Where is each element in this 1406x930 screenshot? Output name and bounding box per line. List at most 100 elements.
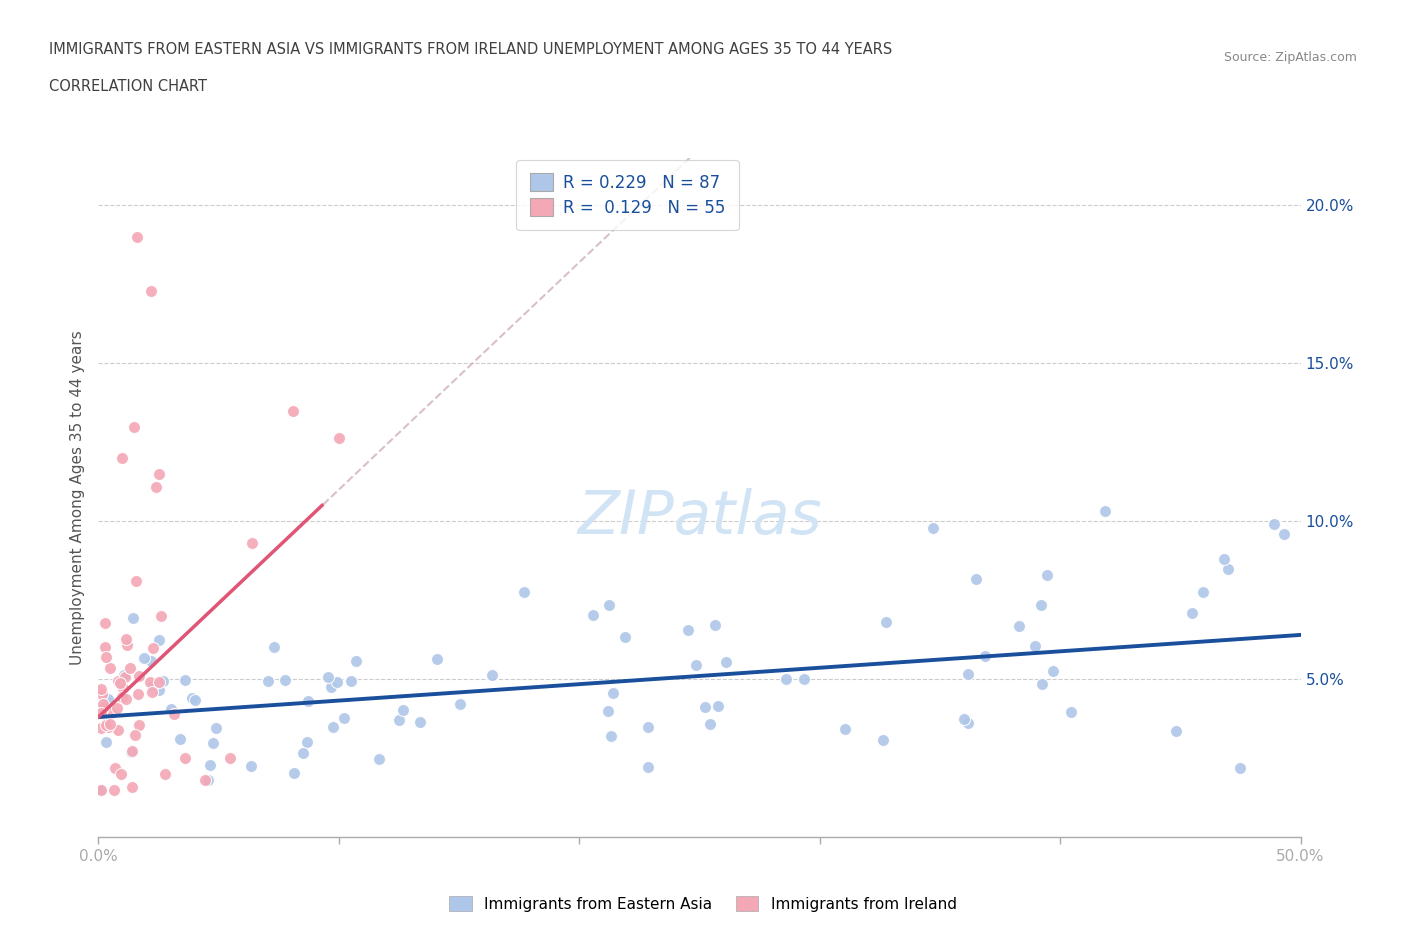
Point	[150, 609, 173, 624]
Point	[181, 690, 204, 705]
Legend: R = 0.229   N = 87, R =  0.129   N = 55: R = 0.229 N = 87, R = 0.129 N = 55	[516, 160, 738, 231]
Point	[98, 716, 121, 731]
Point	[98, 660, 121, 675]
Point	[125, 574, 148, 589]
Point	[145, 480, 167, 495]
Point	[676, 622, 699, 637]
Point	[513, 584, 536, 599]
Point	[344, 654, 367, 669]
Point	[613, 630, 636, 644]
Point	[112, 681, 135, 696]
Point	[973, 649, 995, 664]
Point	[134, 650, 156, 665]
Text: CORRELATION CHART: CORRELATION CHART	[49, 79, 207, 94]
Point	[793, 671, 815, 686]
Point	[96, 649, 118, 664]
Point	[1008, 618, 1031, 633]
Point	[388, 712, 411, 727]
Point	[1213, 551, 1236, 566]
Point	[201, 736, 224, 751]
Point	[96, 735, 118, 750]
Point	[114, 692, 136, 707]
Point	[139, 654, 162, 669]
Point	[392, 702, 415, 717]
Point	[91, 700, 114, 715]
Point	[339, 673, 361, 688]
Point	[426, 651, 449, 666]
Point	[128, 669, 150, 684]
Point	[875, 615, 897, 630]
Point	[100, 706, 122, 721]
Point	[602, 685, 624, 700]
Point	[1031, 677, 1053, 692]
Point	[90, 782, 112, 797]
Point	[197, 772, 219, 787]
Point	[292, 745, 315, 760]
Point	[328, 431, 350, 445]
Point	[110, 766, 132, 781]
Point	[600, 728, 623, 743]
Point	[205, 721, 228, 736]
Point	[104, 760, 127, 775]
Point	[1036, 567, 1059, 582]
Point	[409, 714, 432, 729]
Y-axis label: Unemployment Among Ages 35 to 44 years: Unemployment Among Ages 35 to 44 years	[69, 330, 84, 665]
Point	[105, 700, 128, 715]
Point	[333, 711, 356, 725]
Point	[93, 616, 115, 631]
Point	[637, 719, 659, 734]
Point	[319, 680, 342, 695]
Point	[834, 722, 856, 737]
Point	[93, 639, 115, 654]
Point	[127, 686, 149, 701]
Point	[219, 751, 242, 765]
Point	[257, 673, 280, 688]
Point	[148, 674, 170, 689]
Point	[1024, 639, 1046, 654]
Point	[124, 419, 146, 434]
Point	[115, 631, 138, 646]
Point	[1042, 663, 1064, 678]
Point	[96, 715, 118, 730]
Point	[141, 684, 163, 699]
Point	[121, 743, 143, 758]
Point	[957, 715, 980, 730]
Point	[1060, 704, 1083, 719]
Point	[953, 711, 976, 726]
Point	[481, 668, 503, 683]
Point	[283, 765, 305, 780]
Point	[120, 745, 142, 760]
Point	[703, 618, 725, 632]
Point	[111, 689, 134, 704]
Point	[716, 655, 738, 670]
Point	[97, 691, 120, 706]
Point	[121, 780, 143, 795]
Point	[90, 681, 112, 696]
Point	[1229, 760, 1251, 775]
Point	[1181, 605, 1204, 620]
Point	[118, 661, 141, 676]
Point	[174, 751, 197, 765]
Point	[148, 683, 170, 698]
Point	[125, 230, 148, 245]
Point	[1216, 561, 1239, 576]
Point	[263, 639, 285, 654]
Point	[598, 597, 620, 612]
Point	[1191, 585, 1213, 600]
Text: IMMIGRANTS FROM EASTERN ASIA VS IMMIGRANTS FROM IRELAND UNEMPLOYMENT AMONG AGES : IMMIGRANTS FROM EASTERN ASIA VS IMMIGRAN…	[49, 42, 893, 57]
Point	[1263, 517, 1285, 532]
Point	[1272, 526, 1295, 541]
Point	[141, 284, 163, 299]
Point	[107, 723, 129, 737]
Text: Source: ZipAtlas.com: Source: ZipAtlas.com	[1223, 51, 1357, 64]
Point	[316, 670, 339, 684]
Point	[155, 766, 177, 781]
Point	[90, 721, 112, 736]
Point	[107, 674, 129, 689]
Point	[965, 572, 987, 587]
Point	[163, 707, 186, 722]
Point	[581, 607, 603, 622]
Point	[114, 670, 136, 684]
Point	[322, 720, 344, 735]
Point	[200, 758, 222, 773]
